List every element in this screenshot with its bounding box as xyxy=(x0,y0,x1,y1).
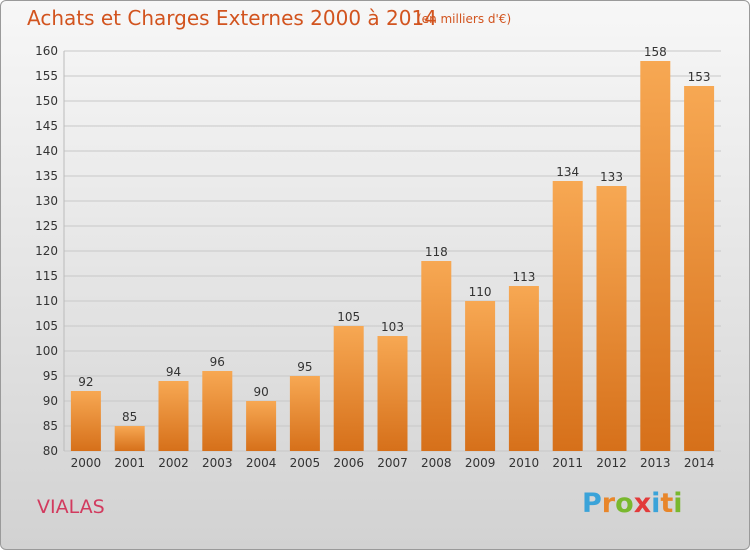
bar-2005 xyxy=(289,376,320,451)
labels: 80 85 90 95 100 105 110 115 120 125 130 135 140 145 15… xyxy=(35,44,714,470)
bar-2004 xyxy=(246,401,277,451)
chart-unit: (en milliers d'€) xyxy=(417,12,512,26)
logo-letter: i xyxy=(673,488,683,519)
x-tick-label: 2003 xyxy=(202,456,233,470)
x-tick-label: 2008 xyxy=(421,456,452,470)
y-tick-label: 140 xyxy=(35,144,58,158)
data-label: 153 xyxy=(688,70,711,84)
y-tick-label: 125 xyxy=(35,219,58,233)
commune-name: VIALAS xyxy=(37,496,105,518)
x-tick-label: 2005 xyxy=(290,456,321,470)
x-tick-label: 2014 xyxy=(684,456,715,470)
data-label: 96 xyxy=(210,355,225,369)
bar-2014 xyxy=(684,86,715,451)
bar-2006 xyxy=(333,326,364,451)
logo-letter: t xyxy=(660,488,674,519)
y-tick-label: 130 xyxy=(35,194,58,208)
data-label: 133 xyxy=(600,170,623,184)
logo-letter: o xyxy=(615,488,634,519)
y-tick-label: 85 xyxy=(43,419,58,433)
data-label: 134 xyxy=(556,165,579,179)
y-tick-label: 155 xyxy=(35,69,58,83)
data-label: 110 xyxy=(469,285,492,299)
bar-2002 xyxy=(158,381,189,451)
x-tick-label: 2007 xyxy=(377,456,408,470)
bar-2011 xyxy=(552,181,583,451)
x-tick-label: 2009 xyxy=(465,456,496,470)
y-tick-label: 80 xyxy=(43,444,58,458)
y-tick-label: 105 xyxy=(35,319,58,333)
y-tick-label: 160 xyxy=(35,44,58,58)
x-tick-label: 2000 xyxy=(71,456,102,470)
data-label: 158 xyxy=(644,45,667,59)
y-tick-label: 90 xyxy=(43,394,58,408)
data-label: 95 xyxy=(297,360,312,374)
y-tick-label: 150 xyxy=(35,94,58,108)
bar-2000 xyxy=(70,391,101,451)
chart-title: Achats et Charges Externes 2000 à 2014 xyxy=(27,6,437,30)
x-tick-label: 2012 xyxy=(596,456,627,470)
bar-2009 xyxy=(465,301,496,451)
y-tick-label: 95 xyxy=(43,369,58,383)
x-tick-label: 2001 xyxy=(114,456,145,470)
y-tick-label: 115 xyxy=(35,269,58,283)
y-tick-label: 100 xyxy=(35,344,58,358)
data-label: 90 xyxy=(253,385,268,399)
bar-2007 xyxy=(377,336,408,451)
bar-2010 xyxy=(508,286,539,451)
x-tick-label: 2002 xyxy=(158,456,189,470)
bar-2013 xyxy=(640,61,671,451)
y-tick-label: 145 xyxy=(35,119,58,133)
data-label: 113 xyxy=(512,270,535,284)
x-tick-label: 2006 xyxy=(333,456,364,470)
bar-2001 xyxy=(114,426,145,451)
data-label: 94 xyxy=(166,365,181,379)
logo-letter: x xyxy=(633,488,652,519)
data-label: 85 xyxy=(122,410,137,424)
bar-2012 xyxy=(596,186,627,451)
data-label: 92 xyxy=(78,375,93,389)
bar-2003 xyxy=(202,371,233,451)
logo-letter: r xyxy=(601,488,616,519)
bars xyxy=(70,61,715,451)
y-tick-label: 120 xyxy=(35,244,58,258)
x-tick-label: 2011 xyxy=(552,456,583,470)
logo-letter: P xyxy=(582,488,602,519)
y-tick-label: 135 xyxy=(35,169,58,183)
data-label: 103 xyxy=(381,320,404,334)
proxiti-logo: Proxiti xyxy=(582,488,683,519)
data-label: 105 xyxy=(337,310,360,324)
x-tick-label: 2010 xyxy=(509,456,540,470)
y-tick-label: 110 xyxy=(35,294,58,308)
bar-2008 xyxy=(421,261,452,451)
logo-letter: i xyxy=(651,488,661,519)
x-tick-label: 2013 xyxy=(640,456,671,470)
data-label: 118 xyxy=(425,245,448,259)
x-tick-label: 2004 xyxy=(246,456,277,470)
